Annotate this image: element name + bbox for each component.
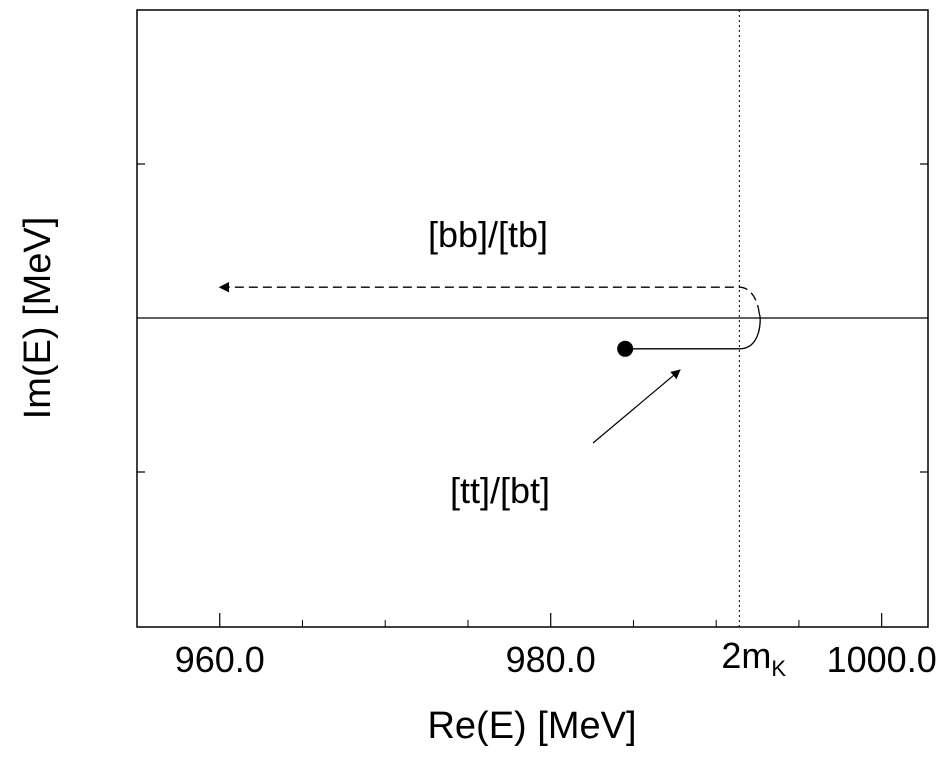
curve-tt-bt (625, 313, 761, 350)
threshold-label-main: 2m (721, 635, 771, 676)
y-axis-label: Im(E) [MeV] (17, 217, 59, 420)
x-tick-label: 980.0 (506, 639, 596, 680)
annotation-tt-bt: [tt]/[bt] (450, 470, 550, 511)
annotation-bb-tb: [bb]/[tb] (428, 214, 548, 255)
x-tick-labels: 960.0 980.0 1000.0 (175, 639, 937, 680)
x-axis-label: Re(E) [MeV] (427, 705, 636, 747)
x-tick-label: 960.0 (175, 639, 265, 680)
curve-bb-tb (218, 282, 760, 315)
x-minor-ticks (301, 620, 800, 627)
threshold-label: 2mK (721, 635, 786, 681)
pole-marker (617, 340, 634, 357)
x-tick-label: 1000.0 (827, 639, 937, 680)
y-ticks (137, 163, 928, 473)
threshold-label-sub: K (771, 656, 786, 681)
annotation-arrow (592, 369, 681, 444)
x-major-ticks (219, 613, 883, 627)
